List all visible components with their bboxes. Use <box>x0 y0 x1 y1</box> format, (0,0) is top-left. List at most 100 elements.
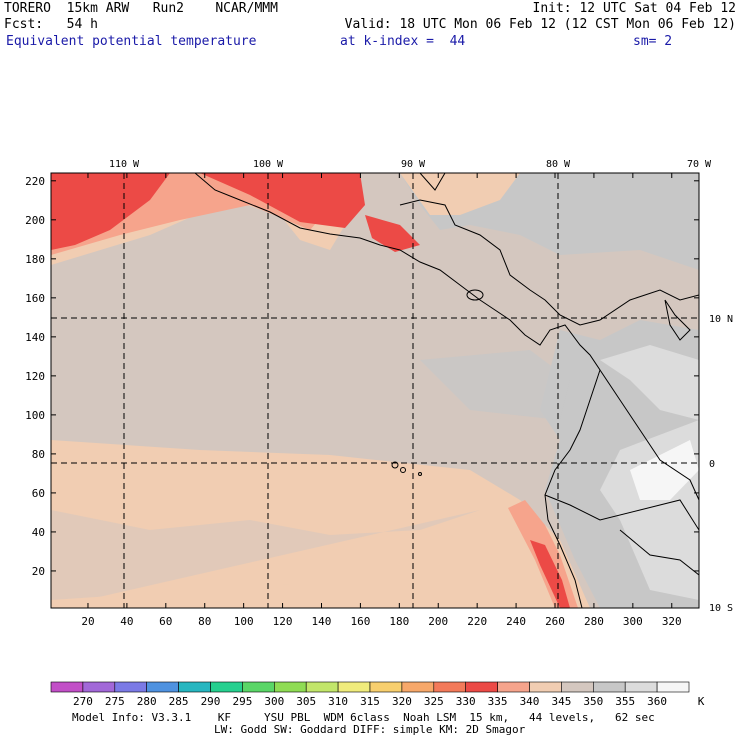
latitude-label: 0 <box>709 459 715 470</box>
colorbar-swatch <box>146 681 179 693</box>
colorbar-swatch <box>337 681 371 693</box>
field-central-am-330 <box>365 215 420 252</box>
y-axis-label: 140 <box>25 331 45 344</box>
field-streak <box>51 510 480 608</box>
colorbar-level-label: 350 <box>583 695 603 708</box>
x-axis-label: 220 <box>467 615 487 628</box>
galapagos-island-3 <box>418 472 422 476</box>
y-axis-label: 40 <box>32 526 45 539</box>
x-axis-label: 80 <box>198 615 211 628</box>
y-axis-label: 220 <box>25 175 45 188</box>
colorbar-swatch <box>242 681 275 693</box>
field-gulf-340 <box>400 173 520 215</box>
colorbar-swatch <box>433 681 466 693</box>
colorbar-level-label: 340 <box>520 695 540 708</box>
right-latitude-labels: 10 N 0 10 S <box>709 314 733 614</box>
y-axis-label: 160 <box>25 292 45 305</box>
colorbar: 270 275 280 285 290 295 300 305 310 315 320 325 330 3… <box>50 681 705 708</box>
latlon-grid <box>51 173 699 608</box>
longitude-label: 70 W <box>687 159 712 170</box>
andes-border <box>599 369 699 501</box>
lake-nicaragua <box>466 289 484 301</box>
colorbar-level-label: 270 <box>73 695 93 708</box>
colorbar-level-label: 325 <box>424 695 444 708</box>
longitude-label: 80 W <box>546 159 571 170</box>
island-outline <box>664 299 691 341</box>
x-axis-label: 100 <box>234 615 254 628</box>
colorbar-level-label: 345 <box>551 695 571 708</box>
init-time: Init: 12 UTC Sat 04 Feb 12 <box>532 1 737 16</box>
galapagos-island-2 <box>400 467 406 473</box>
colorbar-swatch <box>497 681 530 693</box>
field-peru-330 <box>530 540 570 608</box>
x-axis-label: 160 <box>350 615 370 628</box>
galapagos-island-1 <box>391 461 399 469</box>
x-axis-label: 60 <box>159 615 172 628</box>
colorbar-swatch <box>369 681 403 693</box>
peru-border <box>544 494 699 531</box>
shaded-field <box>51 173 699 608</box>
colorbar-swatch <box>401 681 435 693</box>
y-axis-label: 180 <box>25 253 45 266</box>
field-pacific-350 <box>420 350 570 420</box>
x-axis-label: 200 <box>428 615 448 628</box>
colorbar-level-label: 290 <box>201 695 221 708</box>
y-axis-label: 20 <box>32 565 45 578</box>
colorbar-level-label: 330 <box>456 695 476 708</box>
longitude-label: 100 W <box>253 159 284 170</box>
field-land-355 <box>600 345 699 420</box>
top-longitude-labels: 110 W 100 W 90 W 80 W 70 W <box>109 159 712 170</box>
colorbar-level-label: 300 <box>264 695 284 708</box>
colorbar-swatch <box>624 681 658 693</box>
y-axis-label: 120 <box>25 370 45 383</box>
colorbar-level-label: 320 <box>392 695 412 708</box>
colorbar-level-label: 335 <box>488 695 508 708</box>
colorbar-level-label: 295 <box>232 695 252 708</box>
smoothing: sm= 2 <box>633 34 673 49</box>
colorbar-swatch <box>210 681 243 693</box>
x-axis-label: 240 <box>506 615 526 628</box>
physics-info: LW: Godd SW: Goddard DIFF: simple KM: 2D… <box>214 723 526 736</box>
colorbar-level-label: 275 <box>105 695 125 708</box>
x-axis-label: 40 <box>120 615 133 628</box>
field-mexico-330 <box>200 173 365 228</box>
colorbar-swatch <box>50 681 84 693</box>
brazil-border <box>619 529 699 576</box>
x-axis-label: 300 <box>623 615 643 628</box>
plot-frame <box>50 172 700 609</box>
latitude-label: 10 N <box>709 314 733 325</box>
colorbar-level-label: 305 <box>296 695 316 708</box>
colorbar-unit: K <box>698 695 705 708</box>
x-axis-label: 180 <box>389 615 409 628</box>
colorbar-level-label: 285 <box>169 695 189 708</box>
y-axis-label: 100 <box>25 409 45 422</box>
yucatan-coast <box>419 173 446 191</box>
y-axis-label: 80 <box>32 448 45 461</box>
field-amazon-360 <box>630 440 699 500</box>
y-axis-labels: 220 200 180 160 140 120 100 80 60 40 20 <box>25 175 45 578</box>
axis-ticks <box>51 173 699 608</box>
colorbar-swatch <box>178 681 211 693</box>
longitude-label: 110 W <box>109 159 140 170</box>
caribbean-coastline <box>399 199 699 326</box>
x-axis-label: 260 <box>545 615 565 628</box>
level-index: at k-index = 44 <box>340 34 466 49</box>
valid-time: Valid: 18 UTC Mon 06 Feb 12 (12 CST Mon … <box>344 17 736 32</box>
colorbar-swatch <box>561 681 594 693</box>
colorbar-level-label: 315 <box>360 695 380 708</box>
colorbar-swatch <box>592 681 626 693</box>
x-axis-label: 320 <box>662 615 682 628</box>
coastlines <box>194 173 699 608</box>
x-axis-label: 20 <box>81 615 94 628</box>
model-run-title: TORERO 15km ARW Run2 NCAR/MMM <box>4 1 278 16</box>
latitude-label: 10 S <box>709 603 733 614</box>
colorbar-swatch <box>656 681 690 693</box>
colorbar-swatch <box>114 681 148 693</box>
field-band-340-south <box>51 560 580 608</box>
x-axis-label: 140 <box>312 615 332 628</box>
colorbar-swatch <box>273 681 307 693</box>
longitude-label: 90 W <box>401 159 426 170</box>
field-name: Equivalent potential temperature <box>6 34 257 49</box>
colorbar-swatch <box>82 681 116 693</box>
